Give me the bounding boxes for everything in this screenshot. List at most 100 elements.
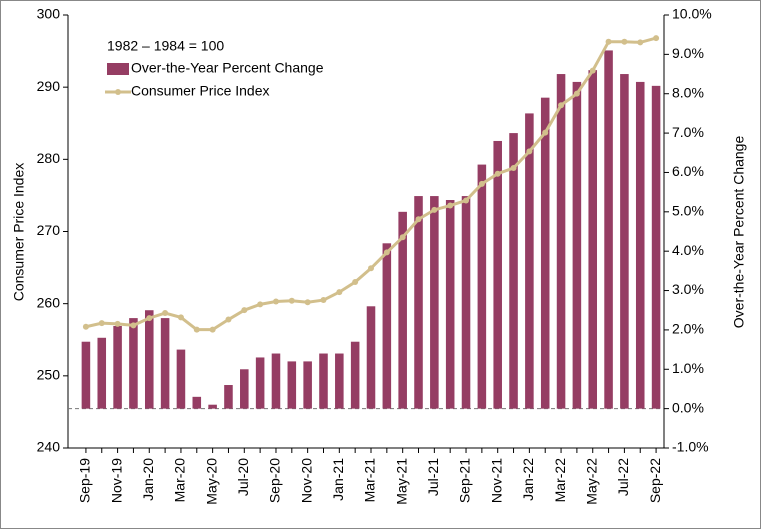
bar: [477, 164, 487, 409]
cpi-marker: [653, 35, 660, 42]
bar: [588, 70, 598, 409]
bar: [160, 318, 170, 409]
bar: [176, 349, 186, 409]
y2-tick-label: 2.0%: [672, 321, 704, 337]
bar: [651, 85, 661, 409]
bar: [113, 325, 122, 409]
bar: [144, 310, 154, 409]
bar: [255, 357, 265, 409]
cpi-marker: [162, 310, 169, 317]
legend-swatch: [107, 63, 129, 75]
cpi-marker: [447, 202, 454, 209]
y2-tick-label: 4.0%: [672, 242, 704, 258]
bar: [525, 113, 534, 409]
y2-tick-label: 6.0%: [672, 163, 704, 179]
cpi-marker: [225, 316, 232, 323]
x-tick-label: Sep-22: [647, 458, 663, 503]
cpi-marker: [368, 265, 374, 272]
bar: [208, 404, 217, 409]
x-tick-label: Sep-21: [457, 458, 473, 503]
legend-label: Over-the-Year Percent Change: [131, 60, 324, 76]
x-tick-label: May-20: [203, 458, 219, 505]
bar: [319, 353, 328, 409]
y2-tick-label: 1.0%: [672, 360, 704, 376]
annotation: 1982 – 1984 = 100: [107, 38, 224, 54]
x-tick-label: Sep-20: [267, 458, 283, 503]
bar: [129, 318, 138, 409]
cpi-marker: [336, 289, 343, 296]
cpi-marker: [589, 67, 596, 74]
cpi-marker: [415, 216, 422, 223]
y2-axis-title: Over-the-Year Percent Change: [731, 136, 747, 329]
bar: [81, 341, 91, 409]
y2-tick-label: 0.0%: [672, 399, 704, 415]
bar: [620, 74, 629, 409]
cpi-marker: [637, 39, 644, 46]
bar: [604, 50, 613, 409]
cpi-marker: [558, 102, 565, 109]
y-tick-label: 250: [37, 367, 61, 383]
bar: [287, 361, 297, 409]
cpi-marker: [209, 326, 216, 333]
y-tick-label: 300: [37, 6, 61, 22]
cpi-marker: [621, 38, 628, 45]
x-tick-label: Mar-20: [172, 458, 188, 503]
y-tick-label: 240: [37, 439, 61, 455]
bar: [509, 133, 518, 409]
bar: [635, 81, 645, 409]
y2-tick-label: 10.0%: [672, 6, 712, 22]
cpi-marker: [320, 297, 327, 304]
x-tick-label: Nov-21: [488, 458, 504, 503]
cpi-marker: [193, 326, 200, 333]
cpi-marker: [257, 301, 264, 308]
y2-tick-label: 5.0%: [672, 203, 704, 219]
cpi-marker: [542, 129, 549, 136]
y-axis-title: Consumer Price Index: [11, 163, 27, 302]
cpi-marker: [605, 38, 612, 45]
cpi-marker: [510, 164, 517, 171]
y-tick-label: 270: [37, 222, 61, 238]
y2-tick-label: 9.0%: [672, 45, 704, 61]
x-tick-label: Jul-20: [235, 458, 251, 496]
legend-label: Consumer Price Index: [131, 83, 270, 99]
x-tick-label: Jan-21: [330, 458, 346, 501]
x-tick-label: Jul-21: [425, 458, 441, 496]
y2-tick-label: 3.0%: [672, 281, 704, 297]
bar: [382, 243, 392, 409]
bar: [240, 369, 249, 409]
bar: [303, 361, 312, 409]
cpi-marker: [463, 197, 470, 204]
bar: [224, 385, 233, 409]
y-tick-label: 280: [37, 150, 61, 166]
bar: [271, 353, 281, 409]
x-tick-label: Mar-22: [552, 458, 568, 503]
bar: [540, 97, 550, 409]
bar: [556, 74, 566, 409]
x-tick-label: Jul-22: [615, 458, 631, 496]
x-tick-label: Jan-20: [140, 458, 156, 501]
x-tick-label: May-21: [393, 458, 409, 505]
cpi-marker: [431, 206, 438, 213]
legend-swatch: [115, 89, 121, 95]
cpi-marker: [272, 298, 279, 305]
bar: [97, 337, 107, 409]
bar: [445, 200, 455, 409]
y2-tick-label: -1.0%: [672, 439, 709, 455]
bar: [461, 196, 471, 409]
cpi-marker: [494, 170, 501, 177]
cpi-marker: [177, 314, 184, 321]
x-tick-label: Nov-19: [108, 458, 124, 503]
cpi-marker: [288, 297, 295, 304]
bar: [366, 306, 376, 409]
cpi-marker: [304, 299, 311, 306]
bar: [350, 341, 360, 409]
bar: [493, 140, 502, 409]
cpi-marker: [526, 148, 533, 155]
cpi-marker: [241, 307, 248, 314]
x-tick-label: Sep-19: [77, 458, 93, 503]
x-tick-label: Mar-21: [362, 458, 378, 503]
x-tick-label: Jan-22: [520, 458, 536, 501]
y-tick-label: 260: [37, 294, 61, 310]
